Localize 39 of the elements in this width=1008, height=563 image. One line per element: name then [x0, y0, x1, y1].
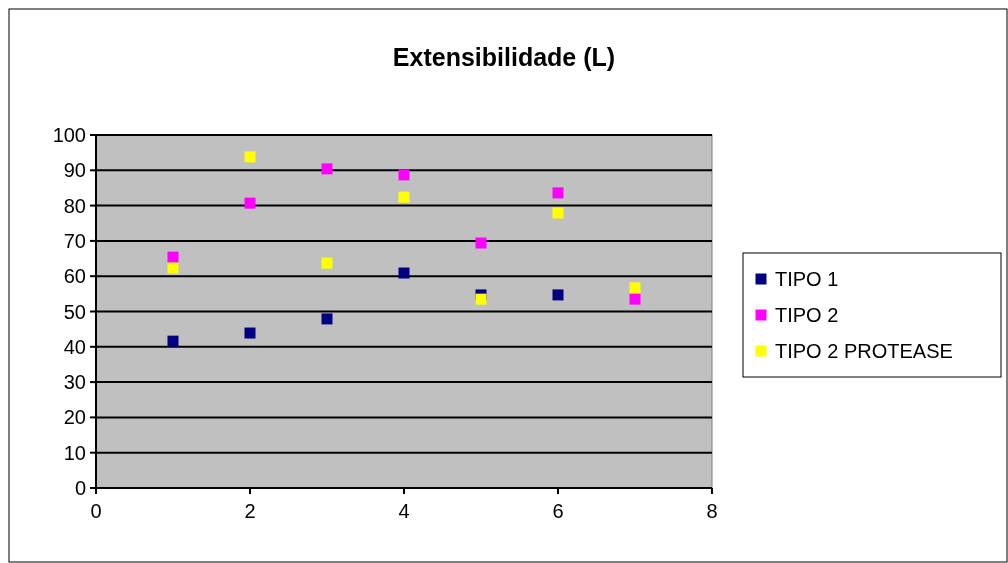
- point: [552, 289, 564, 301]
- point: [629, 282, 641, 294]
- x-tick-label: 8: [706, 500, 718, 522]
- point: [321, 313, 333, 325]
- legend-label: TIPO 2 PROTEASE: [775, 340, 953, 362]
- y-tick-label: 30: [63, 371, 86, 394]
- x-tick-label: 0: [90, 500, 102, 522]
- point: [475, 293, 487, 305]
- point: [552, 187, 564, 199]
- point: [398, 169, 410, 181]
- y-tick-label: 100: [52, 124, 86, 146]
- point: [321, 257, 333, 269]
- y-tick-label: 50: [63, 300, 86, 323]
- point: [167, 251, 179, 263]
- y-tick-label: 60: [63, 265, 86, 288]
- legend-label: TIPO 2: [775, 304, 839, 326]
- y-tick-label: 40: [63, 335, 86, 358]
- point: [398, 267, 410, 279]
- legend-label: TIPO 1: [775, 268, 839, 290]
- point: [167, 262, 179, 274]
- point: [167, 335, 179, 347]
- y-tick-label: 90: [63, 159, 86, 182]
- point: [629, 293, 641, 305]
- y-tick-label: 10: [63, 441, 86, 464]
- point: [552, 207, 564, 219]
- y-tick-label: 0: [74, 477, 86, 499]
- x-tick-label: 2: [244, 500, 256, 522]
- point: [475, 237, 487, 249]
- point: [398, 191, 410, 203]
- chart-title: Extensibilidade (L): [392, 43, 616, 71]
- y-tick-label: 70: [63, 229, 86, 252]
- x-tick-label: 4: [398, 500, 410, 522]
- point: [321, 163, 333, 175]
- point: [244, 197, 256, 209]
- y-tick-label: 80: [63, 194, 86, 217]
- point: [244, 327, 256, 339]
- y-tick-label: 20: [63, 406, 86, 429]
- point: [244, 151, 256, 163]
- x-tick-label: 6: [552, 500, 564, 522]
